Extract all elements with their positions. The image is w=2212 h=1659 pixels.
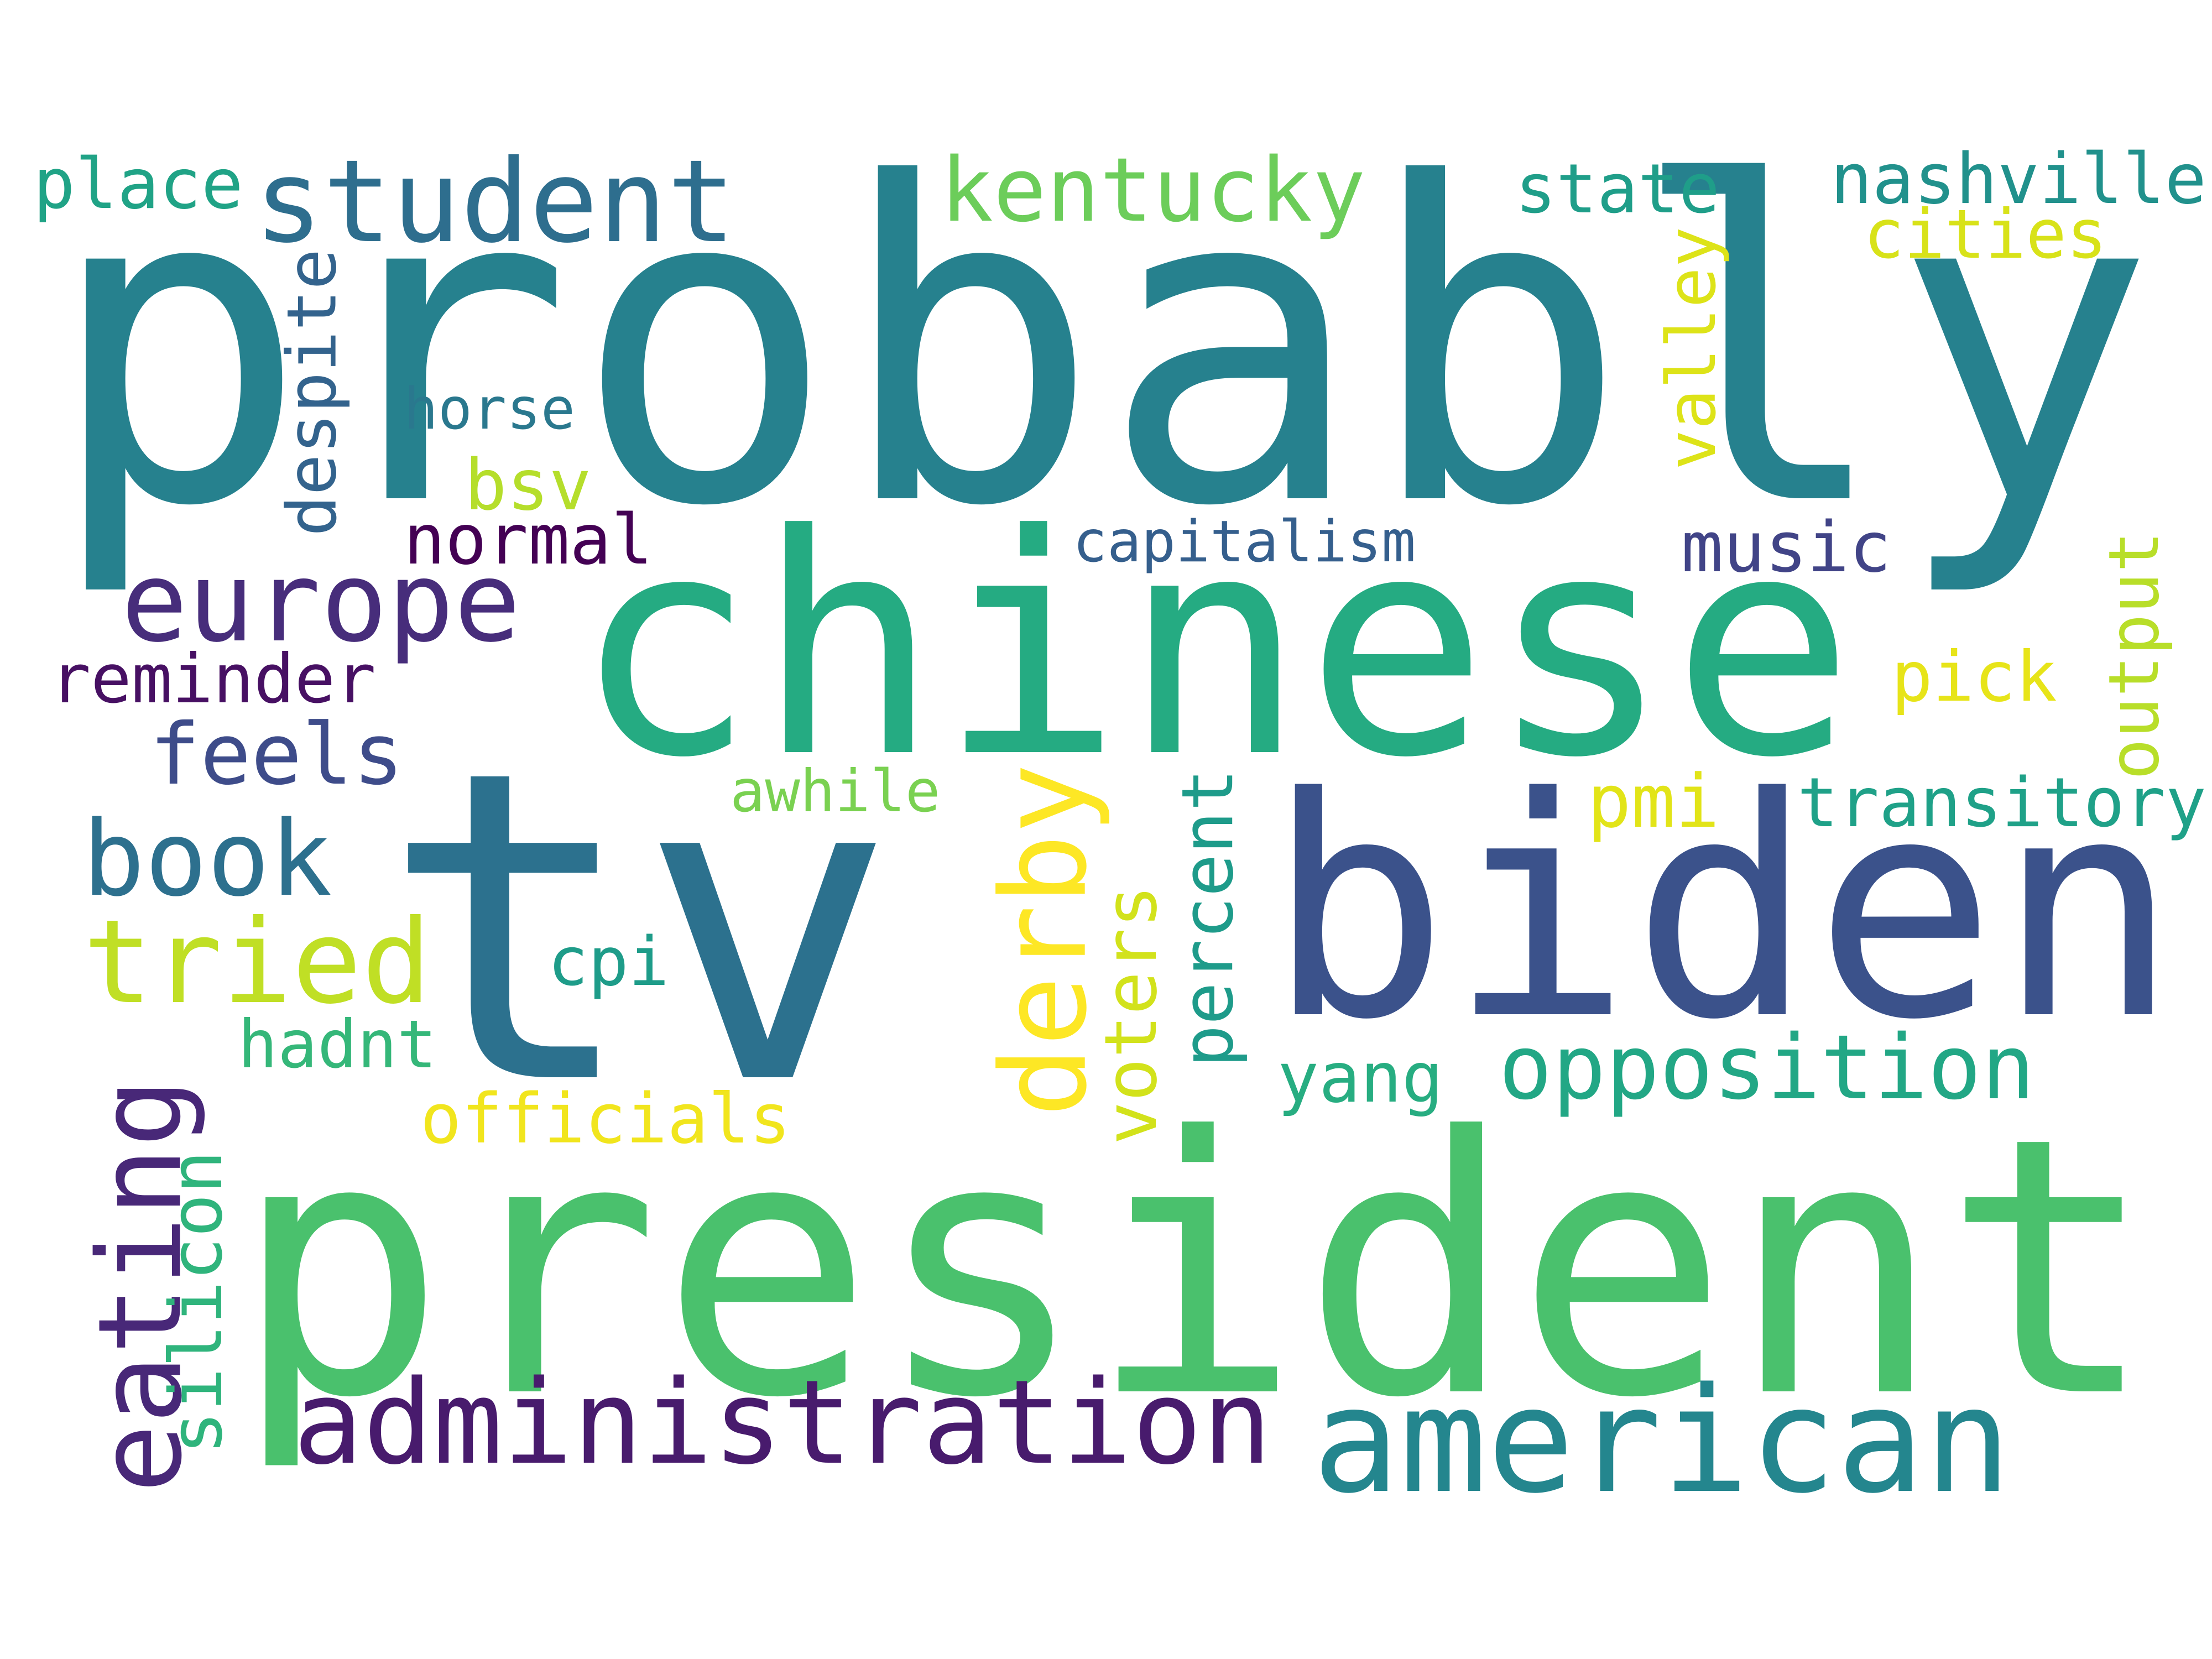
word-horse: horse	[404, 375, 576, 442]
word-place: place	[33, 143, 243, 225]
word-despite: despite	[272, 248, 352, 536]
word-silicon: silicon	[154, 1150, 238, 1454]
word-nashville: nashville	[1830, 139, 2207, 220]
word-officials: officials	[420, 1079, 791, 1159]
word-pick: pick	[1891, 637, 2057, 717]
word-europe: europe	[121, 538, 521, 667]
word-output: output	[2094, 530, 2174, 780]
word-book: book	[82, 799, 332, 920]
word-chinese: chinese	[573, 469, 1855, 824]
word-pmi: pmi	[1587, 759, 1720, 844]
word-opposition: opposition	[1499, 1015, 2035, 1119]
word-awhile: awhile	[730, 757, 941, 825]
word-probably: probably	[45, 91, 2156, 602]
word-biden: biden	[1266, 733, 2179, 1086]
word-bsv: bsv	[465, 444, 592, 526]
word-valley: valley	[1652, 226, 1731, 471]
word-yang: yang	[1277, 1037, 1443, 1118]
word-feels: feels	[149, 705, 404, 804]
word-percent: percent	[1166, 768, 1249, 1068]
word-cpi: cpi	[547, 922, 669, 1001]
word-music: music	[1681, 507, 1891, 588]
word-state: state	[1515, 149, 1720, 228]
word-voters: voters	[1089, 884, 1173, 1145]
word-american: american	[1312, 1355, 2012, 1525]
word-student: student	[254, 134, 736, 268]
word-tv: tv	[380, 679, 897, 1178]
word-administration: administration	[293, 1354, 1272, 1490]
word-reminder: reminder	[50, 639, 376, 718]
word-capitalism: capitalism	[1073, 508, 1416, 575]
word-president: president	[232, 1062, 2157, 1475]
word-kentucky: kentucky	[940, 139, 1366, 242]
word-normal: normal	[404, 500, 653, 580]
word-derby: derby	[976, 763, 1113, 1117]
word-transitory: transitory	[1797, 763, 2206, 842]
word-tried: tried	[83, 895, 432, 1030]
word-hadnt: hadnt	[238, 1006, 437, 1083]
word-cities: cities	[1864, 195, 2107, 274]
